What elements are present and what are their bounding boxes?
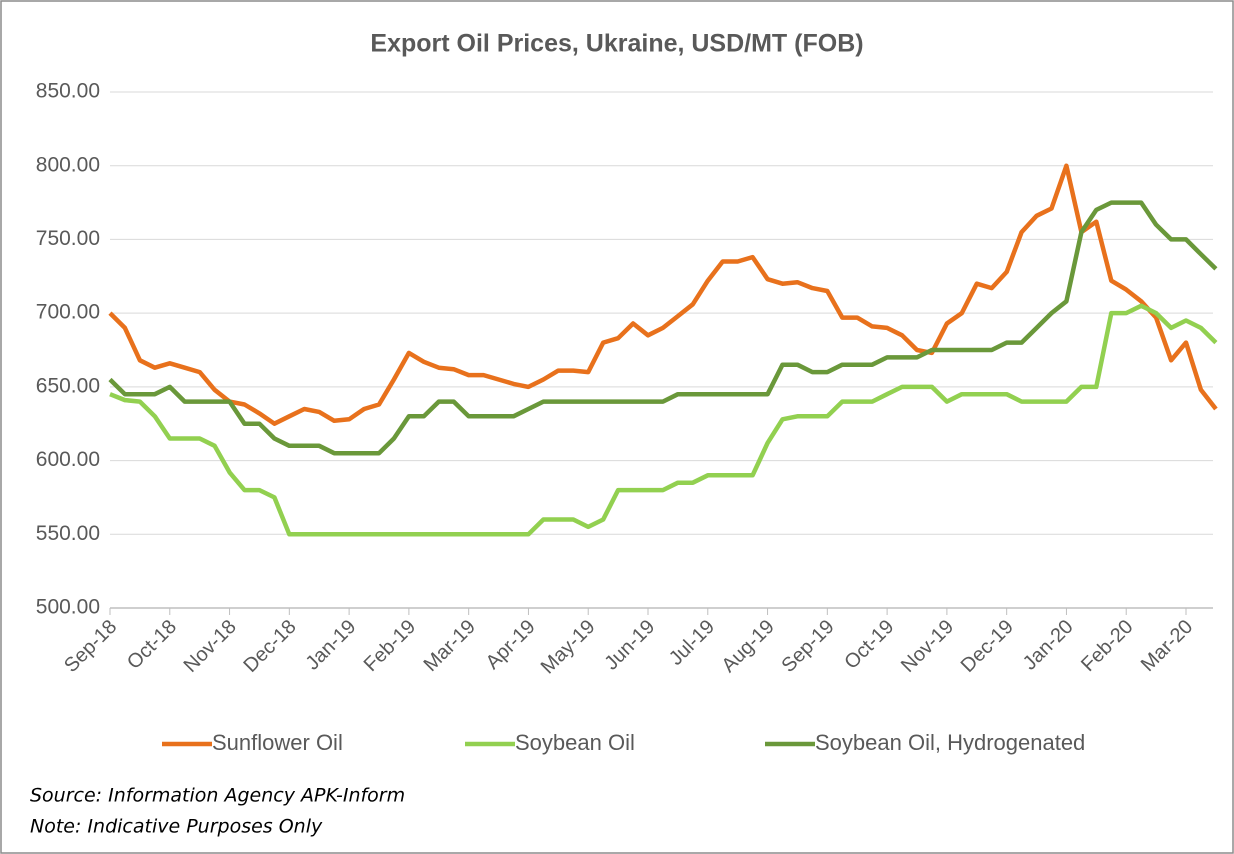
series-line bbox=[109, 303, 1218, 537]
chart-title: Export Oil Prices, Ukraine, USD/MT (FOB) bbox=[370, 30, 863, 58]
y-tick-label: 800.00 bbox=[36, 153, 100, 176]
source-note: Source: Information Agency APK-Inform bbox=[30, 785, 405, 807]
y-tick-label: 600.00 bbox=[36, 448, 100, 471]
y-tick-label: 500.00 bbox=[36, 596, 100, 619]
legend-label: Soybean Oil, Hydrogenated bbox=[815, 730, 1085, 755]
y-tick-label: 650.00 bbox=[36, 374, 100, 397]
y-tick-label: 850.00 bbox=[36, 80, 100, 103]
series-line bbox=[108, 163, 1218, 426]
series-line bbox=[108, 200, 1218, 456]
note: Note: Indicative Purposes Only bbox=[30, 816, 323, 838]
legend-label: Soybean Oil bbox=[515, 730, 635, 755]
y-tick-label: 550.00 bbox=[36, 522, 100, 545]
legend-label: Sunflower Oil bbox=[212, 730, 343, 755]
y-tick-label: 750.00 bbox=[36, 227, 100, 250]
y-tick-label: 700.00 bbox=[36, 301, 100, 324]
